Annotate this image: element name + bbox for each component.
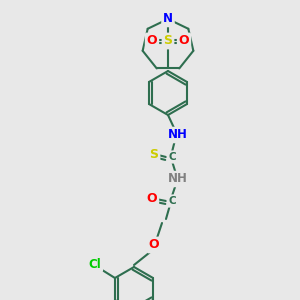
Text: O: O <box>147 193 157 206</box>
Text: O: O <box>147 34 157 47</box>
Text: S: S <box>164 34 172 47</box>
Text: Cl: Cl <box>88 257 101 271</box>
Text: NH: NH <box>168 128 188 142</box>
Text: NH: NH <box>168 172 188 185</box>
Text: O: O <box>179 34 189 47</box>
Text: N: N <box>163 13 173 26</box>
Text: S: S <box>149 148 158 161</box>
Text: C: C <box>168 196 176 206</box>
Text: O: O <box>149 238 159 251</box>
Text: C: C <box>168 152 176 162</box>
